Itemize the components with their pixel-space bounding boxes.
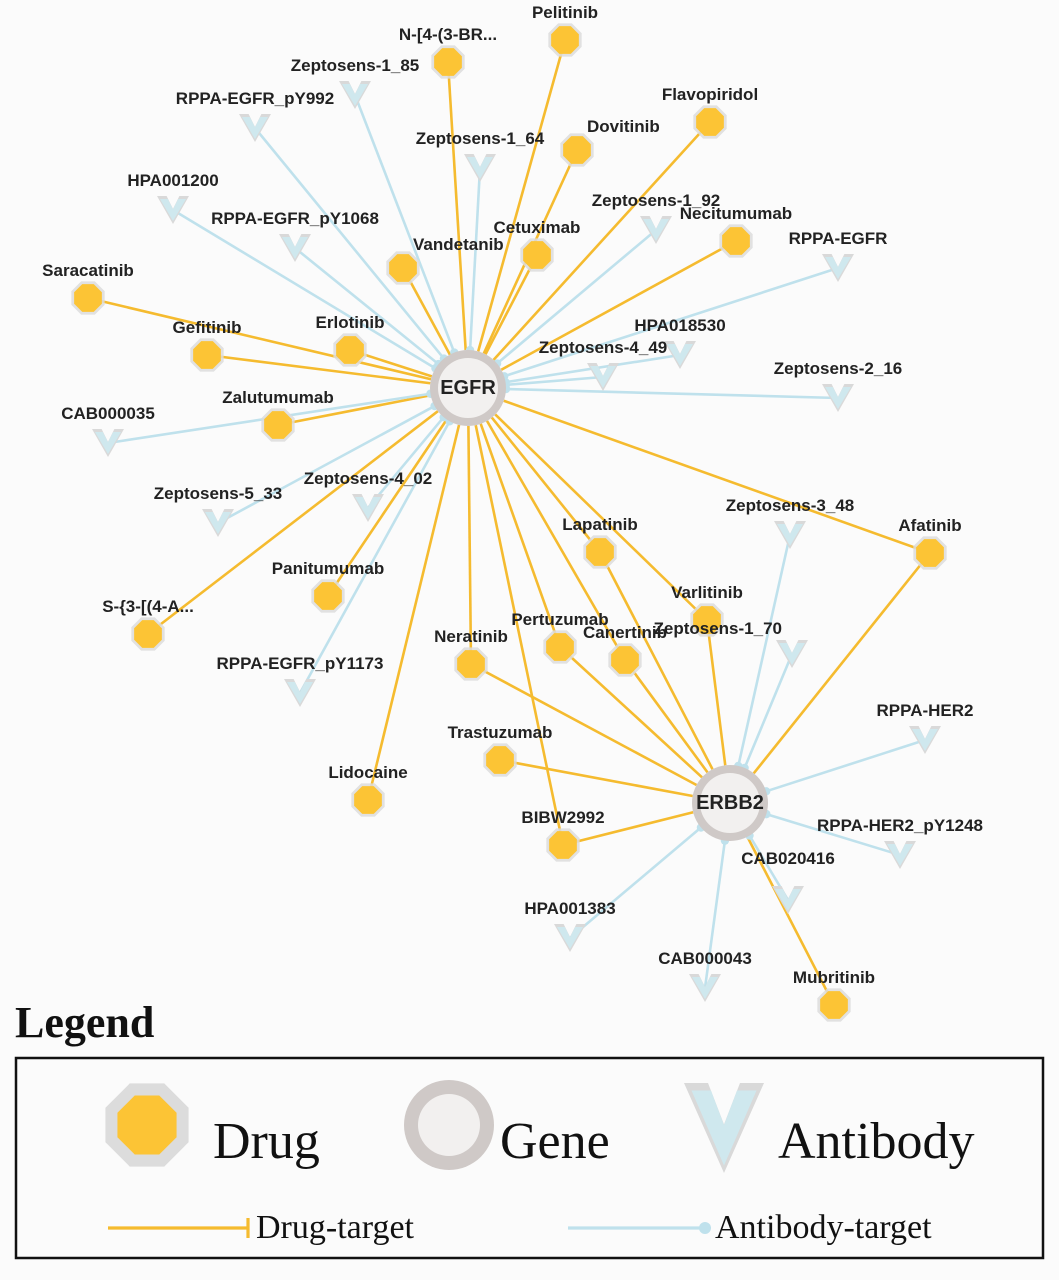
svg-text:Zeptosens-2_16: Zeptosens-2_16: [774, 359, 903, 378]
svg-text:Drug: Drug: [213, 1113, 320, 1170]
svg-text:Zeptosens-1_70: Zeptosens-1_70: [654, 619, 783, 638]
svg-text:Zeptosens-3_48: Zeptosens-3_48: [726, 496, 855, 515]
svg-text:ERBB2: ERBB2: [696, 792, 764, 814]
svg-text:Lapatinib: Lapatinib: [562, 515, 638, 534]
svg-text:HPA001200: HPA001200: [127, 171, 218, 190]
svg-text:Dovitinib: Dovitinib: [587, 117, 660, 136]
svg-text:Antibody: Antibody: [778, 1113, 974, 1170]
svg-text:Lidocaine: Lidocaine: [328, 763, 407, 782]
svg-text:Vandetanib: Vandetanib: [413, 235, 504, 254]
svg-text:Erlotinib: Erlotinib: [316, 313, 385, 332]
svg-text:Trastuzumab: Trastuzumab: [448, 723, 553, 742]
svg-text:HPA001383: HPA001383: [524, 899, 615, 918]
svg-text:Antibody-target: Antibody-target: [715, 1209, 932, 1246]
svg-text:Saracatinib: Saracatinib: [42, 261, 134, 280]
svg-text:RPPA-EGFR_pY992: RPPA-EGFR_pY992: [176, 89, 334, 108]
svg-text:Zalutumumab: Zalutumumab: [222, 388, 333, 407]
svg-text:RPPA-HER2_pY1248: RPPA-HER2_pY1248: [817, 816, 983, 835]
svg-text:HPA018530: HPA018530: [634, 316, 725, 335]
svg-text:N-[4-(3-BR...: N-[4-(3-BR...: [399, 25, 497, 44]
svg-text:Zeptosens-5_33: Zeptosens-5_33: [154, 484, 283, 503]
svg-text:RPPA-HER2: RPPA-HER2: [877, 701, 974, 720]
svg-text:RPPA-EGFR_pY1173: RPPA-EGFR_pY1173: [217, 654, 384, 673]
svg-text:Drug-target: Drug-target: [256, 1209, 415, 1246]
svg-text:Gefitinib: Gefitinib: [173, 318, 242, 337]
svg-text:Zeptosens-4_49: Zeptosens-4_49: [539, 338, 668, 357]
svg-text:Gene: Gene: [500, 1113, 610, 1170]
svg-text:EGFR: EGFR: [440, 377, 496, 399]
svg-text:BIBW2992: BIBW2992: [521, 808, 604, 827]
svg-text:Pelitinib: Pelitinib: [532, 3, 598, 22]
svg-text:Varlitinib: Varlitinib: [671, 583, 743, 602]
svg-text:Neratinib: Neratinib: [434, 627, 508, 646]
svg-text:RPPA-EGFR: RPPA-EGFR: [789, 229, 888, 248]
svg-text:CAB000035: CAB000035: [61, 404, 155, 423]
svg-text:Zeptosens-1_85: Zeptosens-1_85: [291, 56, 420, 75]
svg-text:Cetuximab: Cetuximab: [494, 218, 581, 237]
svg-text:Zeptosens-4_02: Zeptosens-4_02: [304, 469, 433, 488]
svg-text:S-{3-[(4-A...: S-{3-[(4-A...: [102, 597, 194, 616]
svg-text:Flavopiridol: Flavopiridol: [662, 85, 758, 104]
svg-text:CAB000043: CAB000043: [658, 949, 752, 968]
svg-text:Legend: Legend: [15, 998, 154, 1047]
svg-text:CAB020416: CAB020416: [741, 849, 835, 868]
svg-text:Panitumumab: Panitumumab: [272, 559, 384, 578]
svg-text:Afatinib: Afatinib: [898, 516, 961, 535]
svg-text:Zeptosens-1_92: Zeptosens-1_92: [592, 191, 721, 210]
svg-text:Zeptosens-1_64: Zeptosens-1_64: [416, 129, 545, 148]
svg-text:RPPA-EGFR_pY1068: RPPA-EGFR_pY1068: [211, 209, 379, 228]
svg-text:Mubritinib: Mubritinib: [793, 968, 875, 987]
